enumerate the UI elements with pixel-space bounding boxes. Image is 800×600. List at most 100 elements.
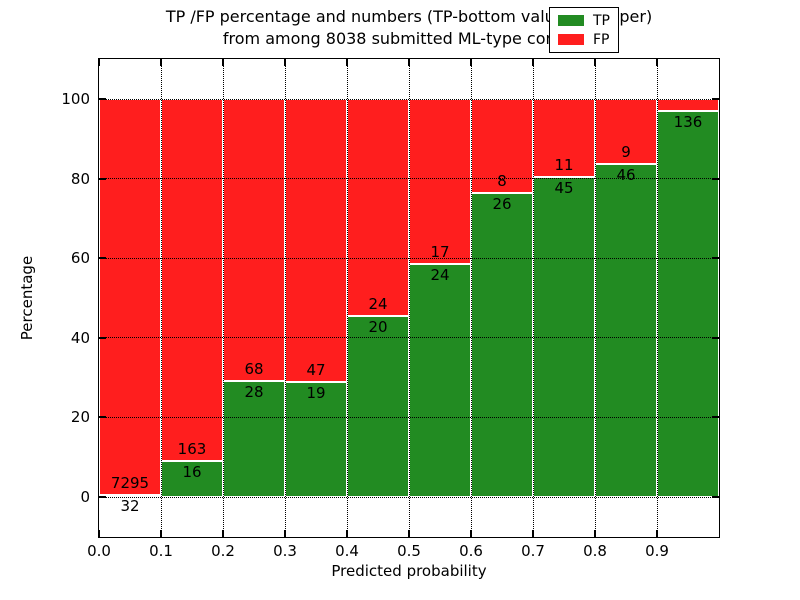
bar-label-fp: 163 <box>177 440 207 459</box>
y-tick-right <box>712 336 719 339</box>
x-tick-label: 0.3 <box>273 542 297 560</box>
bar-segment-fp <box>161 99 223 462</box>
bar-segment-fp <box>223 99 285 381</box>
x-tick <box>284 530 286 537</box>
y-tick-label: 80 <box>70 169 90 188</box>
x-tick-label: 0.7 <box>521 542 545 560</box>
bar-label-tp: 45 <box>554 179 574 198</box>
y-gridline <box>99 337 719 339</box>
y-tick <box>99 257 106 260</box>
y-axis-label: Percentage <box>18 255 36 341</box>
x-gridline <box>284 59 286 537</box>
bar-segment-tp <box>657 110 719 497</box>
y-gridline <box>99 178 719 180</box>
y-tick-label: 20 <box>70 408 90 427</box>
x-gridline <box>222 59 224 537</box>
bar-segment-tp <box>347 316 409 497</box>
x-tick <box>98 530 100 537</box>
legend-label-tp: TP <box>593 12 610 29</box>
bar-label-tp: 26 <box>492 194 512 213</box>
x-tick-top <box>532 59 534 66</box>
y-tick-right <box>712 177 719 180</box>
x-axis-label: Predicted probability <box>331 562 487 580</box>
x-gridline <box>532 59 534 537</box>
bar-segment-tp <box>471 192 533 497</box>
bar-segment-fp <box>533 99 595 178</box>
legend: TP FP <box>549 7 619 53</box>
x-tick-label: 0.6 <box>459 542 483 560</box>
y-gridline <box>99 257 719 259</box>
y-gridline <box>99 98 719 100</box>
bar-label-fp: 47 <box>306 361 326 380</box>
y-tick <box>99 416 106 419</box>
x-tick-top <box>160 59 162 66</box>
x-tick-label: 0.9 <box>645 542 669 560</box>
bar-label-tp: 24 <box>430 266 450 284</box>
x-gridline <box>470 59 472 537</box>
bar-label-tp: 19 <box>306 384 326 403</box>
y-tick-label: 60 <box>70 249 90 268</box>
x-tick <box>532 530 534 537</box>
x-gridline <box>594 59 596 537</box>
y-tick <box>99 496 106 498</box>
bar-label-fp: 11 <box>554 156 574 175</box>
x-gridline <box>346 59 348 537</box>
x-tick <box>346 530 348 537</box>
x-tick <box>470 530 472 537</box>
y-tick <box>99 98 106 100</box>
x-tick-label: 0.0 <box>87 542 111 560</box>
y-gridline <box>99 416 719 418</box>
x-tick-top <box>408 59 410 66</box>
bar-label-fp: 7295 <box>110 474 150 493</box>
bar-label-tp: 136 <box>673 112 703 131</box>
x-tick-label: 0.5 <box>397 542 421 560</box>
bar-label-fp: 24 <box>368 295 388 314</box>
x-tick-top <box>284 59 286 66</box>
x-tick-label: 0.2 <box>211 542 235 560</box>
x-tick-top <box>470 59 472 66</box>
legend-swatch-tp <box>558 15 584 26</box>
bar-segment-fp <box>285 99 347 383</box>
y-tick <box>99 177 106 180</box>
bar-segment-fp <box>595 99 657 165</box>
x-tick-label: 0.8 <box>583 542 607 560</box>
bar-segment-fp <box>347 99 409 317</box>
bar-label-fp: 17 <box>430 243 450 261</box>
y-tick-right <box>712 496 719 498</box>
y-tick-label: 40 <box>70 328 90 347</box>
x-tick-top <box>656 59 658 66</box>
chart-title-line1: TP /FP percentage and numbers (TP-bottom… <box>165 7 653 26</box>
x-gridline <box>408 59 410 537</box>
x-tick-top <box>346 59 348 66</box>
bar-label-tp: 16 <box>182 463 202 482</box>
y-tick-label: 100 <box>61 90 90 108</box>
x-tick-top <box>594 59 596 66</box>
y-tick-right <box>712 416 719 419</box>
bar-label-tp: 28 <box>244 382 264 401</box>
x-tick-top <box>98 59 100 66</box>
x-tick-label: 0.1 <box>149 542 173 560</box>
bar-segment-tp <box>223 380 285 497</box>
bar-label-fp: 8 <box>497 171 507 190</box>
y-tick-right <box>712 257 719 260</box>
x-tick <box>594 530 596 537</box>
x-gridline <box>160 59 162 537</box>
bar-label-fp: 9 <box>621 143 631 162</box>
bar-segment-tp <box>533 177 595 497</box>
legend-row: TP <box>558 13 610 29</box>
x-tick-label: 0.4 <box>335 542 359 560</box>
x-gridline <box>656 59 658 537</box>
legend-swatch-fp <box>558 34 584 45</box>
y-gridline <box>99 496 719 498</box>
x-tick <box>408 530 410 537</box>
bar-label-tp: 20 <box>368 318 388 337</box>
legend-row: FP <box>558 32 610 48</box>
bar-segment-fp <box>657 99 719 111</box>
bar-segment-fp <box>99 99 161 496</box>
bar-label-fp: 68 <box>244 359 264 378</box>
chart-title-line2: from among 8038 submitted ML-type contac… <box>222 29 596 48</box>
bar-label-tp: 46 <box>616 166 636 185</box>
y-tick-label: 0 <box>80 488 90 506</box>
x-tick-top <box>222 59 224 66</box>
